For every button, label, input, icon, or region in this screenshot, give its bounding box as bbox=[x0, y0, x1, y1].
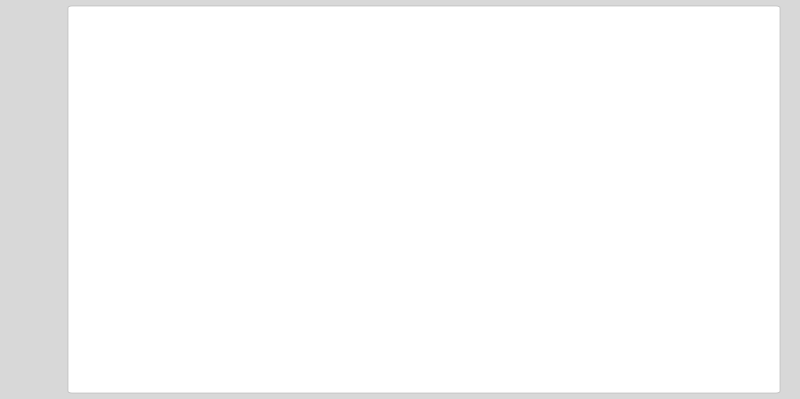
Text: -3: -3 bbox=[400, 171, 407, 180]
Text: 2: 2 bbox=[402, 48, 407, 57]
Text: 2: 2 bbox=[312, 252, 318, 262]
FancyBboxPatch shape bbox=[298, 340, 398, 379]
Text: -8: -8 bbox=[400, 294, 407, 303]
Text: -1: -1 bbox=[400, 122, 407, 131]
Text: -4: -4 bbox=[400, 196, 407, 205]
Text: 1: 1 bbox=[436, 109, 441, 118]
Text: 5: 5 bbox=[541, 109, 546, 118]
Text: Next: Next bbox=[418, 354, 446, 364]
Text: 1: 1 bbox=[101, 20, 108, 30]
Text: 1: 1 bbox=[402, 72, 407, 81]
FancyBboxPatch shape bbox=[390, 340, 474, 379]
Text: 4: 4 bbox=[514, 109, 519, 118]
Text: Reset: Reset bbox=[330, 354, 366, 364]
Text: -2: -2 bbox=[400, 146, 407, 155]
Text: 1: 1 bbox=[341, 207, 347, 217]
Text: -7: -7 bbox=[400, 270, 407, 279]
Text: -6: -6 bbox=[400, 245, 407, 254]
Text: -1: -1 bbox=[382, 109, 390, 118]
Text: 2: 2 bbox=[462, 109, 466, 118]
Text: -5: -5 bbox=[278, 109, 285, 118]
Text: Which graph corresponds to the function f(x) = x² + 4x – 1?: Which graph corresponds to the function … bbox=[101, 96, 413, 106]
Text: -5: -5 bbox=[400, 220, 407, 229]
Text: 3: 3 bbox=[482, 153, 488, 163]
Text: -2: -2 bbox=[356, 109, 363, 118]
Text: -3: -3 bbox=[330, 109, 338, 118]
Text: 3: 3 bbox=[488, 109, 493, 118]
Text: x: x bbox=[558, 94, 563, 104]
Text: Select the correct graph.: Select the correct graph. bbox=[101, 58, 230, 68]
Text: y: y bbox=[415, 41, 421, 51]
Text: 4: 4 bbox=[506, 252, 512, 262]
Text: -4: -4 bbox=[303, 109, 311, 118]
